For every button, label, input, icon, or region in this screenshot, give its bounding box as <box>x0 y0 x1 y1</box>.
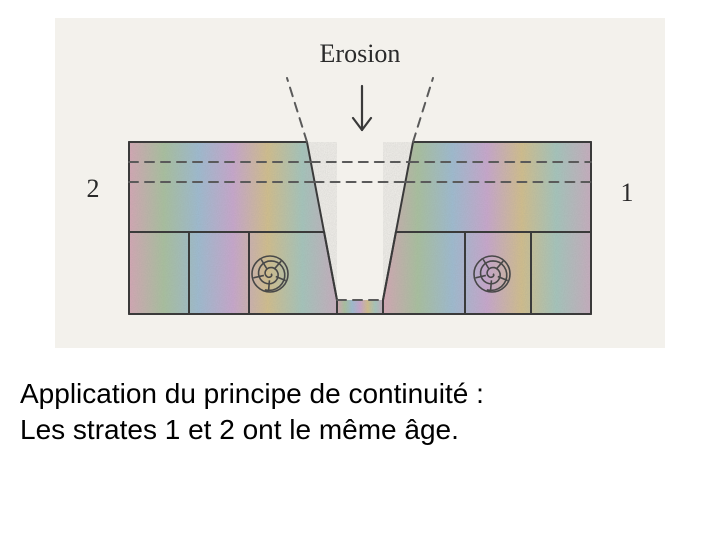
label-left: 2 <box>87 174 100 203</box>
erosion-label: Erosion <box>320 39 401 68</box>
caption-line-1: Application du principe de continuité : <box>20 376 700 412</box>
caption-block: Application du principe de continuité : … <box>20 376 700 449</box>
label-right: 1 <box>621 178 634 207</box>
figure-panel: Erosion 2 1 <box>55 18 665 348</box>
slide: Erosion 2 1 Application du principe de con… <box>0 0 720 540</box>
erosion-diagram: Erosion 2 1 <box>55 18 665 348</box>
caption-line-2: Les strates 1 et 2 ont le même âge. <box>20 412 700 448</box>
